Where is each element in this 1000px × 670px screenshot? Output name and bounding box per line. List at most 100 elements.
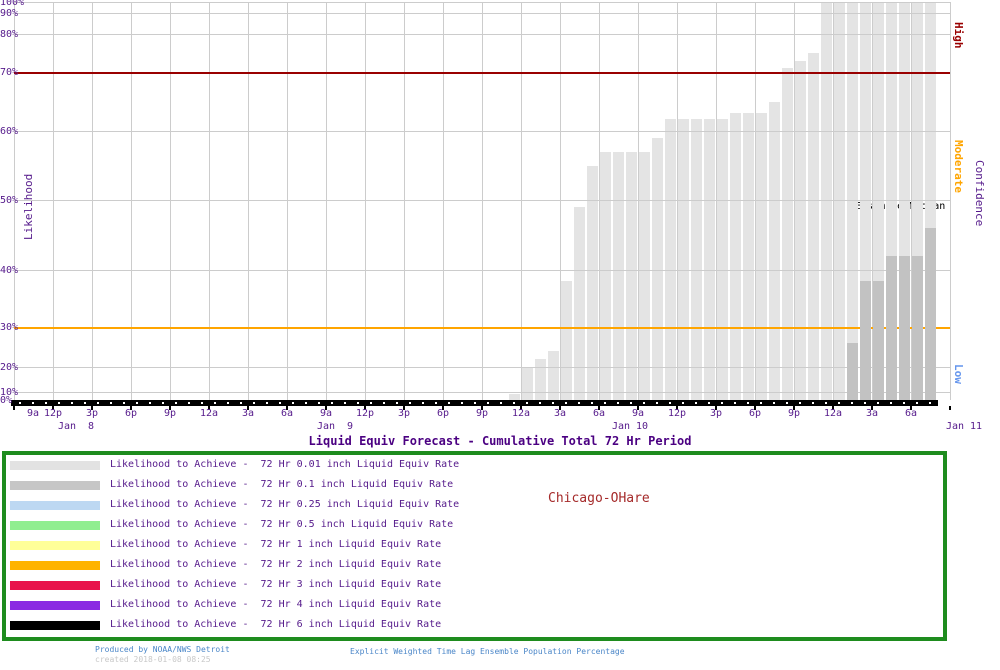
hour-tick <box>123 402 125 404</box>
legend-label-6: Likelihood to Achieve - 72 Hr 3 inch Liq… <box>110 579 442 590</box>
x-tick-label: 3p <box>85 408 99 419</box>
bar-series0-hour70 <box>924 2 937 400</box>
bar-series0-hour46 <box>612 151 625 400</box>
hour-tick <box>435 402 437 404</box>
axis-tick-3hr <box>910 406 912 410</box>
x-tick-label: 6p <box>436 408 450 419</box>
hour-tick <box>877 402 879 404</box>
bar-series0-hour54 <box>716 119 729 400</box>
hour-tick <box>292 402 294 404</box>
axis-tick-3hr <box>871 406 873 410</box>
hour-tick <box>396 402 398 404</box>
bar-series0-hour40 <box>534 359 547 400</box>
hour-tick <box>240 402 242 404</box>
axis-tick-3hr <box>130 406 132 410</box>
x-tick-label: 6p <box>124 408 138 419</box>
gridline-vertical <box>287 2 288 400</box>
gridline-vertical <box>599 2 600 400</box>
gridline-vertical <box>443 2 444 400</box>
x-tick-label: 9p <box>787 408 801 419</box>
gridline-vertical <box>53 2 54 400</box>
hour-tick <box>461 402 463 404</box>
legend-swatch-4 <box>10 541 100 550</box>
hour-tick <box>331 402 333 404</box>
x-tick-label: 6a <box>280 408 294 419</box>
hour-tick <box>851 402 853 404</box>
hour-tick <box>409 402 411 404</box>
hour-tick <box>19 402 21 404</box>
gridline-vertical <box>326 2 327 400</box>
axis-tick-3hr <box>715 406 717 410</box>
hour-tick <box>227 402 229 404</box>
x-tick-label: 12a <box>199 408 219 419</box>
hour-tick <box>84 402 86 404</box>
hour-tick <box>799 402 801 404</box>
legend-label-7: Likelihood to Achieve - 72 Hr 4 inch Liq… <box>110 599 442 610</box>
y-tick-label-60: 60% <box>0 126 19 137</box>
gridline-horizontal <box>14 13 950 14</box>
legend-label-8: Likelihood to Achieve - 72 Hr 6 inch Liq… <box>110 619 442 630</box>
gridline-vertical <box>794 2 795 400</box>
bar-series0-hour43 <box>573 207 586 400</box>
legend-swatch-3 <box>10 521 100 530</box>
gridline-vertical <box>911 2 912 400</box>
hour-tick <box>526 402 528 404</box>
axis-tick-3hr <box>637 406 639 410</box>
hour-tick <box>266 402 268 404</box>
bar-series1-hour68 <box>898 256 911 400</box>
hour-tick <box>136 402 138 404</box>
x-tick-label: 12a <box>823 408 843 419</box>
hour-tick <box>305 402 307 404</box>
hour-tick <box>110 402 112 404</box>
hour-tick <box>383 402 385 404</box>
hour-tick <box>188 402 190 404</box>
reference-line-70pct <box>14 71 950 74</box>
hour-tick <box>214 402 216 404</box>
gridline-vertical <box>209 2 210 400</box>
hour-tick <box>643 402 645 404</box>
bar-series0-hour51 <box>677 119 690 400</box>
hour-tick <box>422 402 424 404</box>
bar-series0-hour66 <box>872 2 885 400</box>
bar-series0-hour49 <box>651 137 664 400</box>
bar-series0-hour50 <box>664 119 677 400</box>
x-tick-label: 3a <box>241 408 255 419</box>
gridline-horizontal <box>14 131 950 132</box>
hour-tick <box>279 402 281 404</box>
axis-tick-3hr <box>481 406 483 410</box>
hour-tick <box>370 402 372 404</box>
hour-tick <box>747 402 749 404</box>
hour-tick <box>838 402 840 404</box>
hour-tick <box>942 402 944 404</box>
axis-tick-3hr <box>949 406 951 410</box>
legend-label-4: Likelihood to Achieve - 72 Hr 1 inch Liq… <box>110 539 442 550</box>
axis-tick-3hr <box>52 406 54 410</box>
gridline-vertical <box>365 2 366 400</box>
x-tick-label: 9a <box>319 408 333 419</box>
axis-tick-3hr <box>364 406 366 410</box>
hour-tick <box>617 402 619 404</box>
axis-tick-3hr <box>754 406 756 410</box>
gridline-horizontal <box>14 270 950 271</box>
axis-tick-3hr <box>247 406 249 410</box>
hour-tick <box>253 402 255 404</box>
x-tick-label: 6p <box>748 408 762 419</box>
bar-series0-hour58 <box>768 101 781 400</box>
bar-series1-hour65 <box>859 281 872 400</box>
legend-label-1: Likelihood to Achieve - 72 Hr 0.1 inch L… <box>110 479 454 490</box>
legend-label-5: Likelihood to Achieve - 72 Hr 2 inch Liq… <box>110 559 442 570</box>
confidence-moderate-label: Moderate <box>952 140 965 193</box>
footer-created-timestamp: created 2018-01-08 08:25 <box>95 655 211 664</box>
y-tick-label-10: 10% <box>0 387 19 398</box>
y-tick-label-20: 20% <box>0 362 19 373</box>
axis-tick-3hr <box>403 406 405 410</box>
hour-tick <box>201 402 203 404</box>
bar-series0-hour57 <box>755 113 768 400</box>
hour-tick <box>344 402 346 404</box>
hour-tick <box>890 402 892 404</box>
hour-tick <box>58 402 60 404</box>
gridline-horizontal <box>14 34 950 35</box>
axis-tick-3hr <box>598 406 600 410</box>
bar-series0-hour61 <box>807 53 820 400</box>
